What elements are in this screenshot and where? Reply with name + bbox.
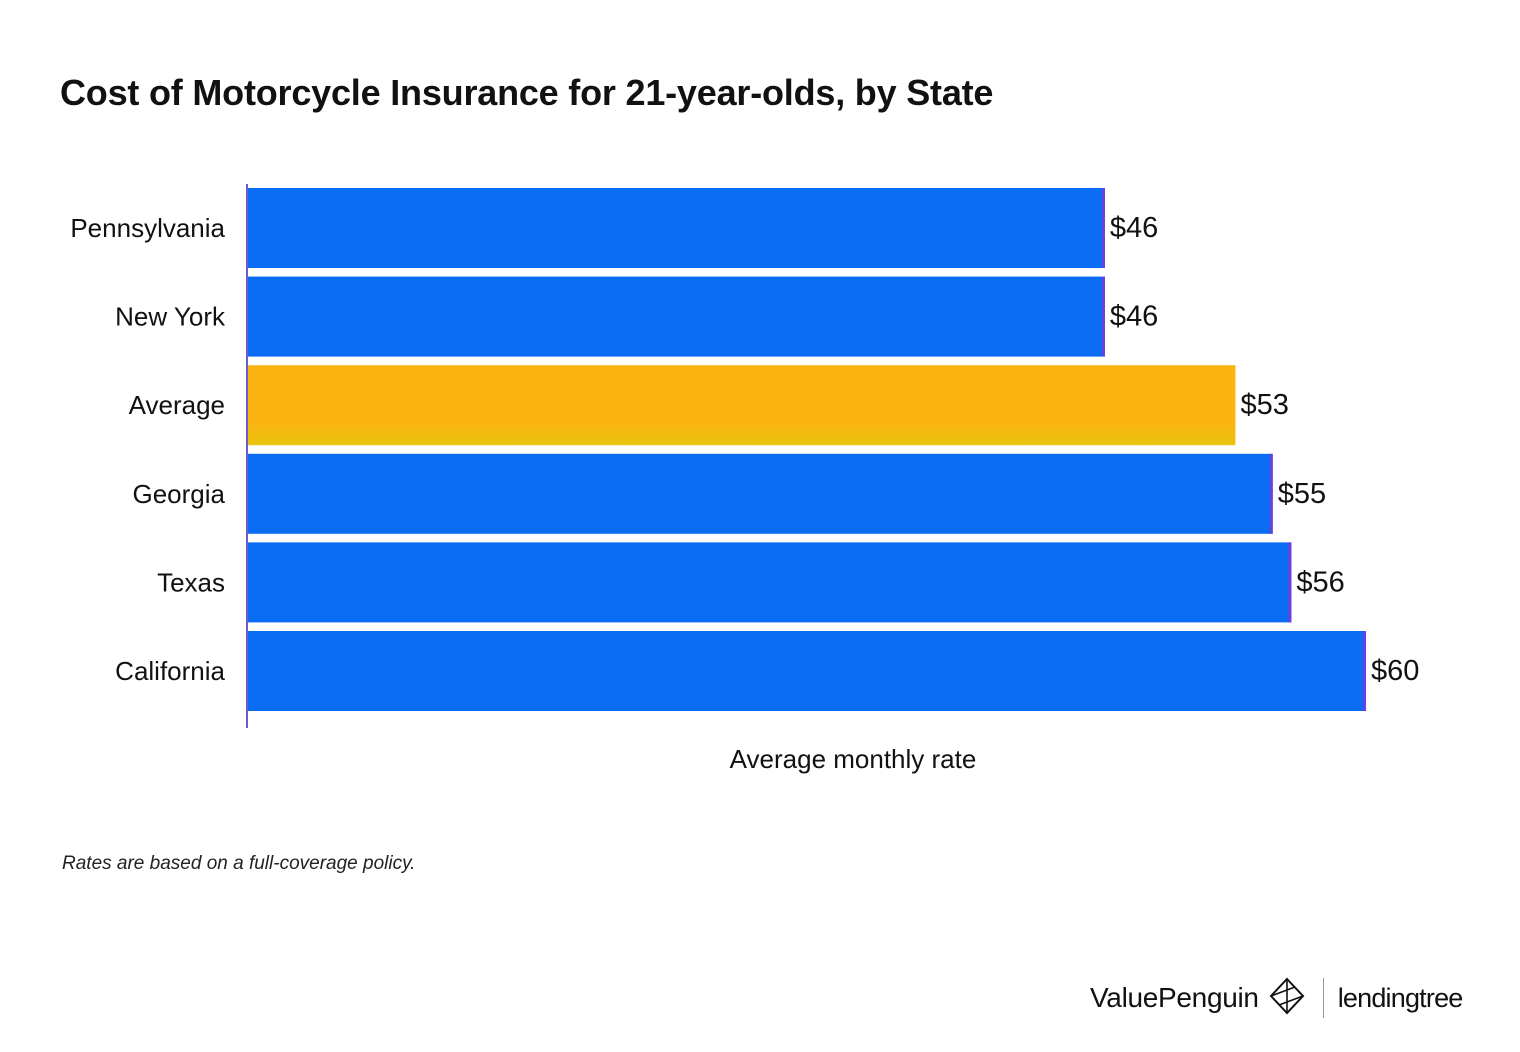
category-label-texas: Texas xyxy=(157,567,225,597)
value-label-california: $60 xyxy=(1371,655,1419,687)
value-label-pennsylvania: $46 xyxy=(1110,212,1158,244)
footnote: Rates are based on a full-coverage polic… xyxy=(62,853,416,874)
value-labels: $46 $46 $53 $55 $56 $60 xyxy=(1110,212,1419,687)
valuepenguin-diamond-icon xyxy=(1267,976,1307,1021)
bars-group xyxy=(247,188,1366,711)
brand-divider xyxy=(1322,978,1324,1018)
bar-edge-texas xyxy=(1288,542,1292,623)
bar-edge-california xyxy=(1363,631,1366,711)
x-axis-title: Average monthly rate xyxy=(730,744,977,774)
category-label-pennsylvania: Pennsylvania xyxy=(70,213,225,243)
bar-texas xyxy=(247,542,1292,623)
bar-new-york xyxy=(247,276,1105,357)
bar-georgia xyxy=(247,453,1273,534)
value-label-average: $53 xyxy=(1240,389,1288,421)
chart-title: Cost of Motorcycle Insurance for 21-year… xyxy=(60,72,994,113)
category-label-average: Average xyxy=(129,390,225,420)
bar-california xyxy=(247,631,1366,711)
category-label-new-york: New York xyxy=(115,302,226,332)
category-labels: Pennsylvania New York Average Georgia Texas C… xyxy=(70,213,226,686)
bar-edge-new-york xyxy=(1101,276,1105,357)
value-label-new-york: $46 xyxy=(1110,301,1158,333)
category-label-georgia: Georgia xyxy=(133,479,226,509)
value-label-texas: $56 xyxy=(1296,566,1344,598)
bar-average xyxy=(247,365,1236,446)
category-label-california: California xyxy=(115,656,225,686)
branding: ValuePenguin lendingtree xyxy=(1090,968,1463,1028)
bar-edge-georgia xyxy=(1269,453,1273,534)
bar-edge-pennsylvania xyxy=(1101,188,1105,268)
valuepenguin-logo-text: ValuePenguin xyxy=(1090,982,1259,1013)
bar-pennsylvania xyxy=(247,188,1105,268)
lendingtree-logo-text: lendingtree xyxy=(1337,982,1464,1013)
bar-chart: Pennsylvania New York Average Georgia Texas C… xyxy=(70,184,1419,774)
value-label-georgia: $55 xyxy=(1278,478,1326,510)
